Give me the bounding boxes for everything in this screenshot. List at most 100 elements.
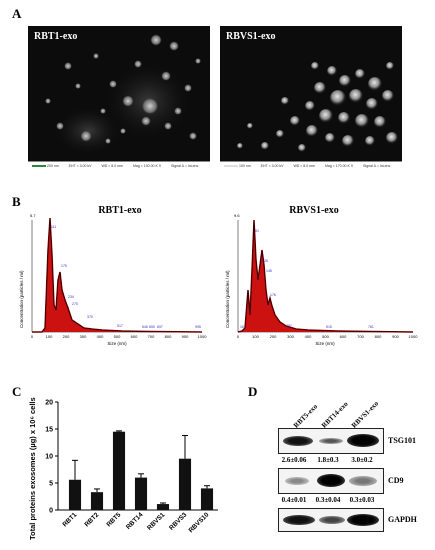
x-tick: 1000 (198, 334, 208, 339)
y-max-label: 9.6 (234, 213, 240, 218)
scale-bar: 200 nm (32, 164, 59, 168)
bar (90, 492, 104, 510)
quant-value: 0.4±0.01 (281, 496, 307, 504)
y-axis-label: Total proteins exosomes (µg) x 10⁶ cells (28, 397, 37, 540)
x-tick: 700 (357, 334, 364, 339)
bar (134, 477, 148, 510)
x-tick: 400 (97, 334, 104, 339)
bar (178, 458, 192, 510)
peak-label: 81 (255, 229, 259, 233)
x-tick: 900 (392, 334, 399, 339)
y-tick-label: 20 (45, 400, 53, 407)
sem-info-bar: 200 nm EHT = 3.00 kV WD = 8.0 mm Mag = 1… (28, 161, 210, 170)
quant-value: 3.0±0.2 (351, 456, 373, 464)
peak-label: 270 (72, 302, 78, 306)
bar (156, 504, 170, 510)
blot-label-gapdh: GAPDH (388, 515, 417, 524)
bar (68, 479, 82, 510)
blot-label-tsg101: TSG101 (388, 436, 417, 445)
sem-eht: EHT = 3.00 kV (260, 164, 284, 168)
sem-image-rbvs1: RBVS1-exo 100 nm EHT = 3.00 kV WD = 8.0 … (220, 26, 402, 170)
x-tick: 900 (182, 334, 189, 339)
western-blot: RBT5-exo RBT14-exo RBVS1-exo TSG101 2.6±… (268, 390, 433, 548)
panel-label-d: D (248, 384, 258, 399)
protein-bar-chart: Total proteins exosomes (µg) x 10⁶ cells… (28, 397, 218, 540)
sem-title: RBT1-exo (34, 31, 78, 42)
x-tick: 300 (287, 334, 294, 339)
x-tick: 0 (31, 334, 34, 339)
sem-texture (237, 62, 398, 152)
quant-value: 2.6±0.06 (281, 456, 307, 464)
peak-label: 125 (262, 259, 268, 263)
x-tick-label: RBT2 (83, 511, 100, 528)
x-tick: 200 (270, 334, 277, 339)
sem-signal: Signal A = InLens (363, 164, 391, 168)
nta-title-rbvs1: RBVS1-exo (289, 205, 339, 216)
peak-label: 697 (157, 325, 163, 329)
nta-plot-rbvs1: 9.6 Concentration (particles / ml) 16 81… (225, 213, 419, 346)
x-tick-label: RBVS10 (188, 511, 211, 534)
x-tick: 600 (131, 334, 138, 339)
y-max-label: 5.7 (30, 213, 36, 218)
sem-wd: WD = 8.0 mm (293, 164, 315, 168)
x-tick: 200 (63, 334, 70, 339)
peak-label: 234 (68, 295, 74, 299)
peak-label: 176 (270, 293, 276, 297)
quant-value: 1.8±0.3 (317, 456, 339, 464)
sem-title: RBVS1-exo (226, 31, 276, 42)
x-tick: 500 (322, 334, 329, 339)
x-tick-label: RBVS1 (146, 511, 167, 532)
blot-tsg101 (278, 428, 384, 454)
quant-value: 0.3±0.04 (315, 496, 341, 504)
nta-title-rbt1: RBT1-exo (98, 205, 142, 216)
bar (112, 431, 126, 510)
sem-eht: EHT = 3.00 kV (68, 164, 92, 168)
scale-bar: 100 nm (224, 164, 251, 168)
bar (200, 488, 214, 510)
sem-image-rbt1: RBT1-exo 200 nm EHT = 3.00 kV WD = 8.0 m… (28, 26, 210, 170)
x-tick: 100 (46, 334, 53, 339)
x-tick: 100 (252, 334, 259, 339)
x-tick: 400 (305, 334, 312, 339)
blot-label-cd9: CD9 (388, 476, 404, 485)
x-tick: 1000 (409, 334, 419, 339)
x-axis-label: Size (nm) (107, 341, 127, 346)
sem-signal: Signal A = InLens (171, 164, 199, 168)
sem-texture (45, 34, 201, 156)
sem-wd: WD = 8.0 mm (101, 164, 123, 168)
panel-label-c: C (12, 384, 22, 399)
peak-label: 145 (266, 269, 272, 273)
sem-mag: Mag = 100.00 K X (132, 164, 162, 168)
lane-label: RBT14-exo (320, 400, 350, 430)
x-tick-label: RBT5 (105, 511, 122, 528)
x-tick-label: RBT14 (125, 511, 145, 531)
peak-label: 111 (51, 225, 56, 229)
x-tick: 300 (80, 334, 87, 339)
quant-value: 0.3±0.03 (349, 496, 375, 504)
y-tick-label: 15 (45, 427, 53, 434)
peak-label: 175 (61, 264, 67, 268)
lane-label: RBVS1-exo (350, 399, 381, 430)
peak-label: 646 (142, 325, 148, 329)
x-tick: 800 (375, 334, 382, 339)
lane-label: RBT5-exo (292, 402, 320, 430)
blot-cd9 (278, 468, 384, 494)
x-axis-label: Size (nm) (315, 341, 335, 346)
blot-gapdh (278, 508, 384, 532)
peak-label: 517 (117, 324, 123, 328)
peak-label: 16 (240, 325, 244, 329)
y-tick-label: 10 (45, 454, 53, 461)
peak-label: 761 (368, 325, 374, 329)
panel-label-b: B (12, 194, 21, 209)
panel-label-a: A (12, 6, 22, 21)
sem-info-bar: 100 nm EHT = 3.00 kV WD = 8.0 mm Mag = 1… (220, 161, 402, 170)
x-tick: 800 (165, 334, 172, 339)
x-tick: 600 (340, 334, 347, 339)
x-tick-label: RBT1 (61, 511, 78, 528)
peak-label: 650 (149, 325, 155, 329)
y-axis-label: Concentration (particles / ml) (225, 270, 230, 328)
x-tick: 0 (237, 334, 240, 339)
nta-plot-rbt1: 5.7 Concentration (particles / ml) 111 1… (19, 213, 208, 346)
peak-label: 370 (87, 315, 93, 319)
peak-label: 995 (195, 325, 201, 329)
